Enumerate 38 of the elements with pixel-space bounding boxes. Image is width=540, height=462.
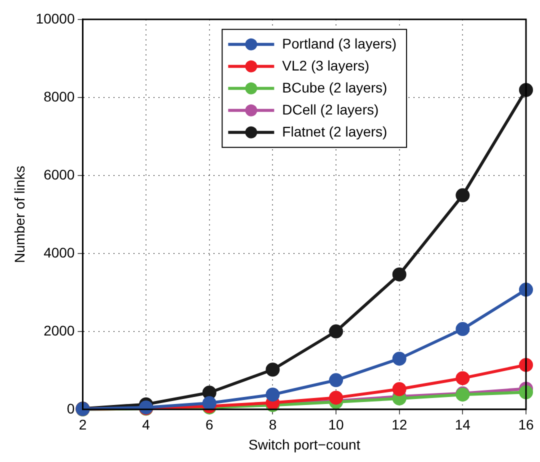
y-tick-label: 10000	[36, 10, 75, 26]
point	[202, 386, 216, 400]
point	[519, 358, 533, 372]
x-tick-label: 12	[392, 416, 408, 433]
point	[456, 322, 470, 336]
legend-label: BCube (2 layers)	[282, 79, 388, 96]
point	[329, 373, 344, 388]
y-tick-label: 0	[66, 400, 75, 416]
x-tick-label: 8	[268, 416, 277, 433]
x-tick-label: 6	[205, 416, 214, 433]
legend-label: VL2 (3 layers)	[282, 57, 370, 74]
x-tick-label: 4	[142, 416, 150, 433]
point	[456, 188, 470, 202]
y-tick-label: 2000	[44, 322, 75, 338]
x-tick-label: 10	[328, 416, 344, 433]
point	[392, 382, 406, 396]
y-tick-label: 8000	[44, 88, 75, 104]
point	[202, 396, 216, 410]
point	[266, 362, 280, 377]
point	[329, 324, 344, 338]
y-tick-label: 4000	[44, 244, 75, 260]
point	[392, 267, 406, 282]
point	[329, 390, 344, 405]
point	[519, 82, 533, 97]
x-tick-label: 14	[454, 416, 471, 433]
point	[456, 371, 470, 386]
legend-label: DCell (2 layers)	[282, 101, 379, 118]
point	[392, 352, 406, 366]
y-tick-label: 6000	[44, 166, 75, 182]
point	[266, 388, 280, 402]
x-tick-label: 2	[78, 416, 87, 433]
x-axis-title: Switch port−count	[248, 436, 360, 452]
point	[519, 282, 533, 297]
y-axis-title: Number of links	[11, 166, 28, 264]
x-tick-label: 16	[518, 416, 534, 433]
legend-label: Portland (3 layers)	[282, 35, 397, 52]
legend-label: Flatnet (2 layers)	[282, 123, 388, 140]
point	[519, 385, 533, 400]
